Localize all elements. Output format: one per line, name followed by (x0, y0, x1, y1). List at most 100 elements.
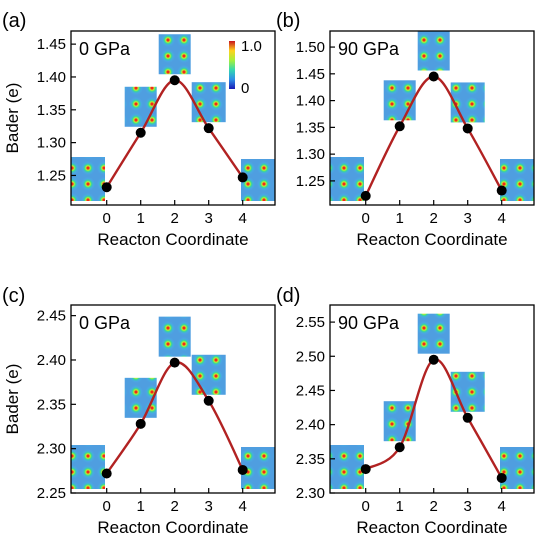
colorbar-min-label: 0 (241, 80, 249, 97)
y-tick-label: 2.50 (296, 348, 325, 365)
y-tick-label: 1.35 (37, 102, 66, 119)
y-tick-label: 1.25 (37, 167, 66, 184)
x-axis-label: Reacton Coordinate (97, 518, 248, 537)
x-tick-label: 1 (396, 210, 404, 227)
charge-density-map-3 (191, 354, 226, 395)
data-point-0 (101, 468, 112, 479)
charge-density-map-1 (383, 80, 416, 121)
y-tick-label: 2.45 (296, 382, 325, 399)
density-insets (71, 316, 275, 489)
pressure-label: 0 GPa (79, 39, 131, 59)
colorbar-max-label: 1.0 (241, 38, 262, 55)
y-tick-label: 2.55 (296, 314, 325, 331)
y-tick-label: 2.40 (296, 417, 325, 434)
x-axis-label: Reacton Coordinate (356, 230, 507, 249)
x-tick-label: 2 (171, 210, 179, 227)
x-tick-label: 4 (239, 498, 247, 515)
y-axis-label: Bader (e) (3, 364, 22, 435)
data-point-4 (496, 472, 507, 483)
x-tick-label: 1 (137, 210, 145, 227)
panel-label: (d) (276, 285, 300, 307)
pressure-label: 90 GPa (338, 313, 400, 333)
y-tick-label: 1.25 (296, 173, 325, 190)
chart-panel-1: (b) 1.25 1.30 1.35 1.40 1.45 1.50 0 1 2 3 4 Reacton … (276, 10, 535, 249)
charge-density-map-2 (158, 316, 191, 357)
panel-label: (a) (2, 10, 26, 32)
x-axis-label: Reacton Coordinate (97, 230, 248, 249)
chart-panel-3: (d) 2.30 2.35 2.40 2.45 2.50 2.55 0 1 2 3 4 Reacton … (276, 285, 535, 537)
plot-frame (70, 304, 276, 494)
x-tick-label: 3 (464, 210, 472, 227)
data-point-1 (394, 442, 405, 453)
y-tick-label: 2.40 (37, 352, 66, 369)
x-tick-label: 4 (498, 210, 506, 227)
charge-density-map-1 (124, 377, 157, 418)
data-point-4 (237, 172, 248, 183)
plot-frame (329, 304, 535, 494)
data-point-0 (360, 190, 371, 201)
y-tick-label: 2.30 (37, 441, 66, 458)
x-tick-label: 4 (498, 498, 506, 515)
y-tick-label: 1.40 (37, 69, 66, 86)
y-tick-label: 1.35 (296, 119, 325, 136)
charge-density-map-4 (500, 159, 534, 201)
density-insets (330, 313, 534, 489)
data-point-1 (135, 127, 146, 138)
data-point-2 (428, 71, 439, 82)
x-tick-label: 3 (205, 210, 213, 227)
panel-label: (c) (2, 285, 25, 307)
y-tick-label: 1.40 (296, 93, 325, 110)
y-tick-label: 2.30 (296, 485, 325, 502)
y-tick-label: 1.50 (296, 39, 325, 56)
y-tick-label: 1.45 (37, 36, 66, 53)
y-tick-label: 2.35 (37, 396, 66, 413)
x-tick-label: 0 (362, 498, 370, 515)
charge-density-map-3 (450, 82, 485, 123)
charge-density-map-0 (71, 157, 105, 201)
charge-density-map-2 (158, 34, 191, 75)
y-tick-label: 1.45 (296, 66, 325, 83)
density-insets (330, 30, 534, 201)
data-point-2 (169, 75, 180, 86)
data-point-4 (237, 464, 248, 475)
data-point-1 (394, 121, 405, 132)
panel-label: (b) (276, 10, 300, 32)
data-point-2 (428, 354, 439, 365)
colorbar (229, 41, 235, 89)
x-axis-label: Reacton Coordinate (356, 518, 507, 537)
charge-density-map-2 (417, 313, 450, 354)
chart-panel-2: (c) 2.25 2.30 2.35 2.40 2.45 0 1 2 3 4 Reacton Coor… (2, 285, 276, 537)
data-point-0 (101, 182, 112, 193)
chart-panel-0: (a) 1.25 1.30 1.35 1.40 1.45 0 1 2 3 4 Reacton Coor… (2, 10, 276, 249)
x-tick-label: 0 (103, 498, 111, 515)
x-tick-label: 0 (103, 210, 111, 227)
plot-frame (70, 30, 276, 206)
charge-density-map-1 (124, 86, 157, 127)
data-point-3 (462, 412, 473, 423)
plot-frame (329, 30, 535, 206)
y-tick-label: 1.30 (37, 135, 66, 152)
x-tick-label: 1 (396, 498, 404, 515)
data-point-4 (496, 185, 507, 196)
y-tick-label: 1.30 (296, 146, 325, 163)
charge-density-map-2 (417, 30, 450, 71)
x-tick-label: 0 (362, 210, 370, 227)
charge-density-map-0 (330, 445, 364, 489)
data-point-0 (360, 464, 371, 475)
x-tick-label: 3 (464, 498, 472, 515)
pressure-label: 0 GPa (79, 313, 131, 333)
pressure-label: 90 GPa (338, 39, 400, 59)
x-tick-label: 1 (137, 498, 145, 515)
y-tick-label: 2.35 (296, 451, 325, 468)
x-tick-label: 4 (239, 210, 247, 227)
x-tick-label: 2 (171, 498, 179, 515)
data-point-3 (462, 123, 473, 134)
y-axis-label: Bader (e) (3, 83, 22, 154)
data-point-3 (203, 395, 214, 406)
charge-density-map-4 (500, 447, 534, 489)
charge-density-map-0 (330, 157, 364, 201)
data-point-3 (203, 123, 214, 134)
y-tick-label: 2.25 (37, 485, 66, 502)
data-point-1 (135, 418, 146, 429)
